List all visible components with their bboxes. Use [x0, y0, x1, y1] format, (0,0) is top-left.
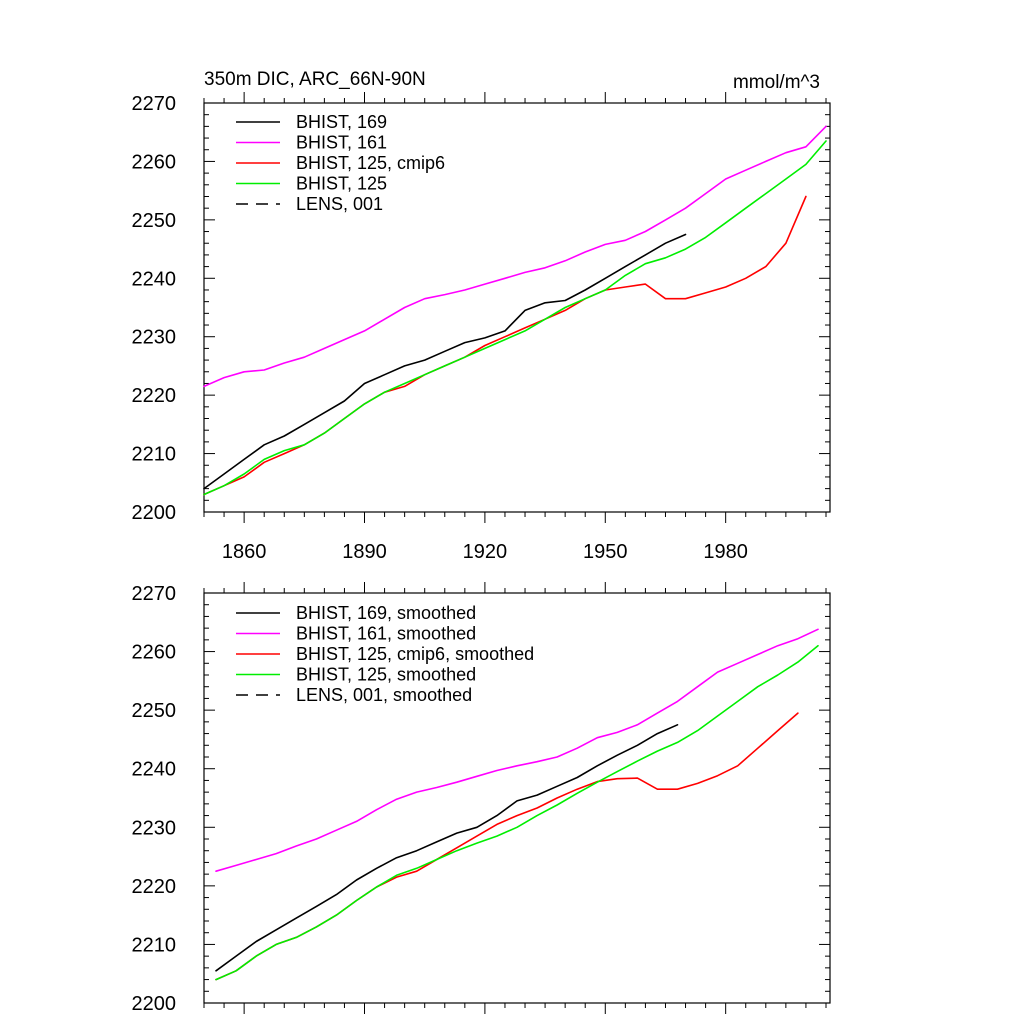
y-tick-label: 2250	[132, 210, 177, 232]
series-line-2	[203, 195, 807, 496]
legend-label: LENS, 001	[296, 194, 383, 214]
legend-label: BHIST, 161	[296, 133, 387, 153]
y-tick-label: 2210	[132, 444, 177, 466]
legend-label: BHIST, 169	[296, 112, 387, 132]
chart-title: 350m DIC, ARC_66N-90N	[204, 69, 426, 90]
y-tick-label: 2200	[132, 993, 177, 1015]
series-line-1	[203, 125, 827, 388]
y-tick-label: 2260	[132, 151, 177, 173]
series-line-1	[215, 628, 819, 872]
series-line-2	[215, 712, 799, 981]
legend-label: BHIST, 169, smoothed	[296, 603, 476, 623]
x-tick-label: 1950	[583, 541, 628, 563]
y-tick-label: 2230	[132, 817, 177, 839]
legend-label: BHIST, 125	[296, 174, 387, 194]
x-tick-label: 1920	[463, 541, 508, 563]
units-label: mmol/m^3	[733, 72, 820, 93]
y-tick-label: 2270	[132, 583, 177, 605]
chart-panel-top: 2200 2210 2220 2230 2240 2250 2260 2270 1860 1890…	[132, 92, 831, 563]
legend-label: BHIST, 125, smoothed	[296, 665, 476, 685]
chart-panel-bottom: 2200 2210 2220 2230 2240 2250 2260 2270 BHIST, 1…	[132, 582, 831, 1015]
y-tick-label: 2220	[132, 876, 177, 898]
plot-frame	[203, 102, 831, 513]
y-tick-label: 2260	[132, 642, 177, 664]
x-tick-label: 1980	[703, 541, 748, 563]
legend-label: BHIST, 125, cmip6, smoothed	[296, 644, 534, 664]
series-line-0	[203, 233, 687, 490]
y-tick-label: 2240	[132, 759, 177, 781]
x-tick-label: 1860	[222, 541, 267, 563]
series-line-3	[203, 140, 827, 496]
series-line-3	[215, 644, 819, 981]
y-tick-label: 2220	[132, 385, 177, 407]
series-line-0	[215, 724, 679, 972]
legend-label: BHIST, 161, smoothed	[296, 624, 476, 644]
y-tick-label: 2240	[132, 268, 177, 290]
y-tick-label: 2270	[132, 93, 177, 115]
y-tick-label: 2230	[132, 327, 177, 349]
y-tick-label: 2250	[132, 700, 177, 722]
y-tick-label: 2210	[132, 934, 177, 956]
plot-frame	[203, 592, 831, 1004]
x-tick-label: 1890	[342, 541, 387, 563]
legend-label: BHIST, 125, cmip6	[296, 153, 445, 173]
legend-label: LENS, 001, smoothed	[296, 685, 472, 705]
y-tick-label: 2200	[132, 502, 177, 524]
